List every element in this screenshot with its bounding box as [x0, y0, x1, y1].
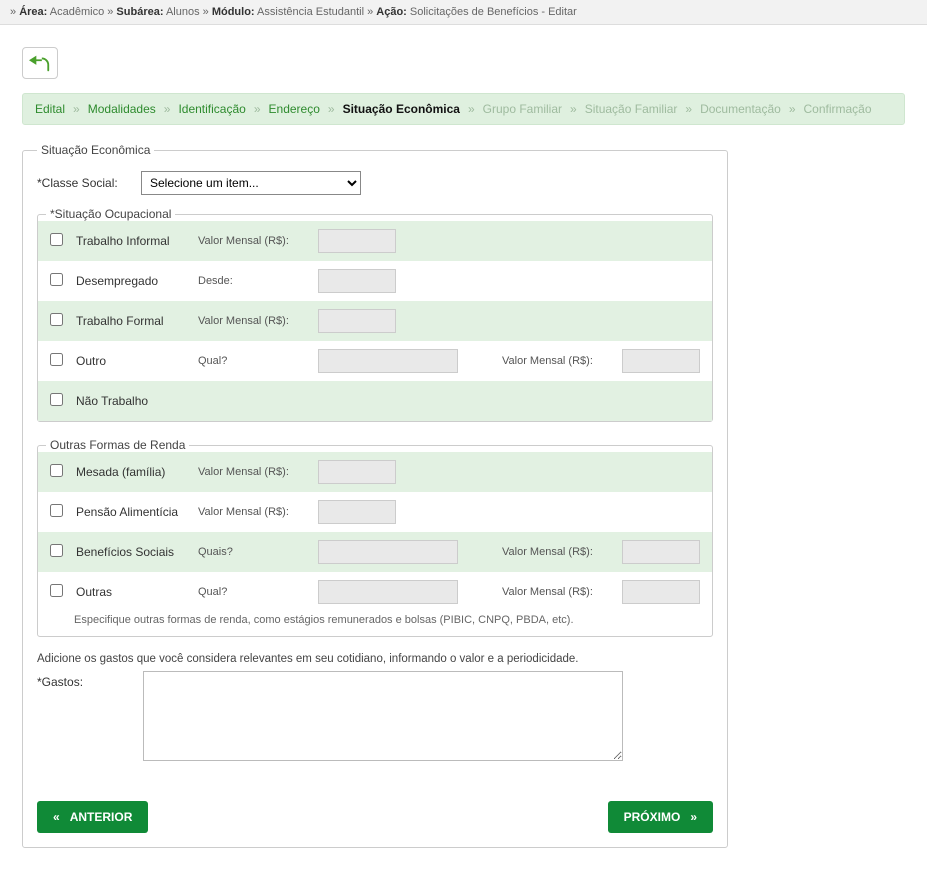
input-outras-qual[interactable] — [318, 580, 458, 604]
bc-modulo: Assistência Estudantil — [257, 6, 364, 18]
legend-outras-formas: Outras Formas de Renda — [46, 438, 189, 452]
checkbox-trabalho-informal[interactable] — [50, 233, 63, 246]
label-nao-trabalho: Não Trabalho — [76, 394, 188, 408]
gastos-label: Gastos: — [37, 671, 127, 689]
next-button-label: PRÓXIMO — [624, 810, 681, 824]
row-desempregado: Desempregado Desde: — [38, 261, 712, 301]
input-pensao-valor[interactable] — [318, 500, 396, 524]
label-beneficios: Benefícios Sociais — [76, 545, 188, 559]
label-desde: Desde: — [198, 275, 308, 287]
row-outras: Outras Qual? Valor Mensal (R$): — [38, 572, 712, 612]
label-valor-mensal: Valor Mensal (R$): — [198, 506, 308, 518]
bc-subarea: Alunos — [166, 6, 200, 18]
label-quais: Quais? — [198, 546, 308, 558]
checkbox-outro[interactable] — [50, 353, 63, 366]
label-mesada: Mesada (família) — [76, 465, 188, 479]
label-qual: Qual? — [198, 355, 308, 367]
fieldset-situacao-ocupacional: Situação Ocupacional Trabalho Informal V… — [37, 207, 713, 422]
label-outro: Outro — [76, 354, 188, 368]
fieldset-outras-formas: Outras Formas de Renda Mesada (família) … — [37, 438, 713, 637]
checkbox-mesada[interactable] — [50, 464, 63, 477]
input-desempregado-desde[interactable] — [318, 269, 396, 293]
step-documentacao: Documentação — [700, 102, 781, 116]
bc-area: Acadêmico — [50, 6, 104, 18]
checkbox-desempregado[interactable] — [50, 273, 63, 286]
bc-modulo-label: Módulo: — [212, 6, 255, 18]
checkbox-nao-trabalho[interactable] — [50, 393, 63, 406]
outras-formas-helper: Especifique outras formas de renda, como… — [38, 612, 712, 636]
bc-acao: Solicitações de Benefícios - Editar — [410, 6, 577, 18]
input-outro-qual[interactable] — [318, 349, 458, 373]
gastos-intro: Adicione os gastos que você considera re… — [37, 653, 713, 665]
label-outras: Outras — [76, 585, 188, 599]
chevron-left-icon: « — [53, 810, 60, 824]
checkbox-pensao[interactable] — [50, 504, 63, 517]
label-trabalho-informal: Trabalho Informal — [76, 234, 188, 248]
fieldset-situacao-economica: Situação Econômica Classe Social: Seleci… — [22, 143, 728, 848]
step-situacao-familiar: Situação Familiar — [585, 102, 678, 116]
label-valor-mensal: Valor Mensal (R$): — [198, 315, 308, 327]
label-valor-mensal: Valor Mensal (R$): — [502, 355, 612, 367]
label-valor-mensal: Valor Mensal (R$): — [502, 546, 612, 558]
row-trabalho-informal: Trabalho Informal Valor Mensal (R$): — [38, 221, 712, 261]
gastos-textarea[interactable] — [143, 671, 623, 761]
checkbox-trabalho-formal[interactable] — [50, 313, 63, 326]
checkbox-outras[interactable] — [50, 584, 63, 597]
row-outro: Outro Qual? Valor Mensal (R$): — [38, 341, 712, 381]
step-identificacao[interactable]: Identificação — [178, 102, 245, 116]
label-valor-mensal: Valor Mensal (R$): — [198, 235, 308, 247]
step-endereco[interactable]: Endereço — [269, 102, 320, 116]
step-edital[interactable]: Edital — [35, 102, 65, 116]
classe-social-label: Classe Social: — [37, 176, 127, 190]
legend-situacao-economica: Situação Econômica — [37, 143, 154, 157]
row-trabalho-formal: Trabalho Formal Valor Mensal (R$): — [38, 301, 712, 341]
row-pensao: Pensão Alimentícia Valor Mensal (R$): — [38, 492, 712, 532]
legend-situacao-ocupacional: Situação Ocupacional — [46, 207, 175, 221]
bc-acao-label: Ação: — [376, 6, 407, 18]
input-trabalho-informal-valor[interactable] — [318, 229, 396, 253]
label-desempregado: Desempregado — [76, 274, 188, 288]
input-outras-valor[interactable] — [622, 580, 700, 604]
row-beneficios: Benefícios Sociais Quais? Valor Mensal (… — [38, 532, 712, 572]
label-qual: Qual? — [198, 586, 308, 598]
prev-button-label: ANTERIOR — [70, 810, 133, 824]
checkbox-beneficios[interactable] — [50, 544, 63, 557]
step-modalidades[interactable]: Modalidades — [88, 102, 156, 116]
input-beneficios-valor[interactable] — [622, 540, 700, 564]
row-mesada: Mesada (família) Valor Mensal (R$): — [38, 452, 712, 492]
prev-button[interactable]: « ANTERIOR — [37, 801, 148, 833]
classe-social-select[interactable]: Selecione um item... — [141, 171, 361, 195]
input-beneficios-quais[interactable] — [318, 540, 458, 564]
label-pensao: Pensão Alimentícia — [76, 505, 188, 519]
bc-area-label: Área: — [19, 6, 47, 18]
next-button[interactable]: PRÓXIMO » — [608, 801, 713, 833]
chevron-right-icon: » — [690, 810, 697, 824]
wizard-steps: Edital » Modalidades » Identificação » E… — [22, 93, 905, 125]
back-button[interactable] — [22, 47, 58, 79]
label-trabalho-formal: Trabalho Formal — [76, 314, 188, 328]
step-confirmacao: Confirmação — [804, 102, 872, 116]
label-valor-mensal: Valor Mensal (R$): — [502, 586, 612, 598]
label-valor-mensal: Valor Mensal (R$): — [198, 466, 308, 478]
input-mesada-valor[interactable] — [318, 460, 396, 484]
bc-subarea-label: Subárea: — [116, 6, 163, 18]
input-outro-valor[interactable] — [622, 349, 700, 373]
back-arrow-icon — [29, 54, 51, 72]
step-situacao-economica: Situação Econômica — [343, 102, 460, 116]
step-grupo-familiar: Grupo Familiar — [483, 102, 562, 116]
top-breadcrumb: » Área: Acadêmico » Subárea: Alunos » Mó… — [0, 0, 927, 25]
row-nao-trabalho: Não Trabalho — [38, 381, 712, 421]
input-trabalho-formal-valor[interactable] — [318, 309, 396, 333]
